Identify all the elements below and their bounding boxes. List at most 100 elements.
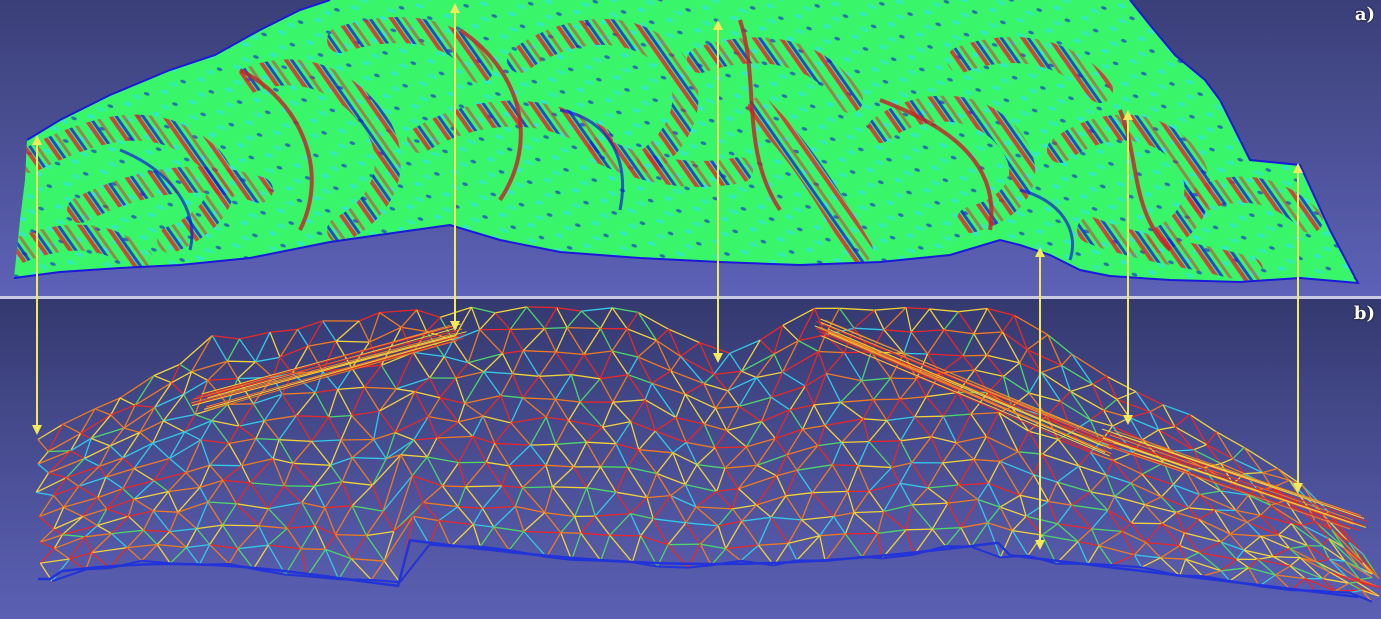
mesh-edge <box>227 339 239 361</box>
mesh-edge <box>430 521 439 545</box>
mesh-edge <box>229 426 239 443</box>
mesh-edge <box>1078 529 1092 542</box>
mesh-edge <box>1048 335 1062 366</box>
mesh-edge <box>250 483 268 509</box>
mesh-edge <box>480 330 503 354</box>
mesh-edge <box>1012 531 1028 556</box>
mesh-edge <box>1106 461 1113 476</box>
mesh-edge <box>178 512 197 528</box>
mesh-edge <box>336 321 359 341</box>
mesh-edges <box>36 307 1380 602</box>
mesh-edge <box>513 351 524 374</box>
mesh-edge <box>401 455 427 457</box>
mesh-edge <box>511 398 523 423</box>
mesh-edge <box>834 513 854 517</box>
mesh-edge <box>959 460 974 486</box>
mesh-edge <box>556 399 581 402</box>
mesh-edge <box>1027 335 1048 350</box>
mesh-edge <box>1003 315 1015 332</box>
mesh-edge <box>1150 405 1163 412</box>
mesh-edge <box>971 523 988 547</box>
mesh-edge <box>106 477 123 488</box>
mesh-edge <box>293 441 312 463</box>
mesh-edge <box>926 397 943 417</box>
mesh-edge <box>342 482 373 485</box>
mesh-edge <box>268 503 301 509</box>
mesh-edge <box>727 431 747 447</box>
mesh-edge <box>787 455 797 470</box>
mesh-edge <box>1003 332 1020 363</box>
mesh-edge <box>686 507 696 523</box>
mesh-edge <box>1014 315 1048 334</box>
mesh-edge <box>39 517 53 530</box>
mesh-edge <box>832 465 858 466</box>
mesh-edge <box>1028 535 1042 556</box>
mesh-edge <box>904 353 928 354</box>
mesh-edge <box>556 421 569 445</box>
mesh-edge <box>1113 418 1130 427</box>
mesh-edge <box>638 312 668 329</box>
mesh-edge <box>726 545 759 548</box>
mesh-edge <box>256 439 279 440</box>
mesh-edge <box>818 426 825 446</box>
mesh-edge <box>135 376 154 406</box>
mesh-edge <box>199 545 209 565</box>
mesh-edge <box>473 416 483 436</box>
mesh-edge <box>503 330 511 354</box>
mesh-edge <box>1175 415 1190 427</box>
mesh-edge <box>557 308 582 312</box>
mesh-edge <box>1049 502 1072 506</box>
mesh-edge <box>686 424 704 442</box>
mesh-edge <box>561 517 575 533</box>
mesh-edge <box>296 393 315 416</box>
mesh-edge <box>547 533 561 557</box>
mesh-edge <box>556 375 572 400</box>
mesh-edge <box>956 443 974 460</box>
mesh-edge <box>718 526 726 549</box>
mesh-edge <box>1078 542 1088 564</box>
mesh-edge <box>742 521 759 545</box>
mesh-edge <box>384 532 394 562</box>
mesh-edge <box>466 486 502 487</box>
mesh-edge <box>959 483 989 485</box>
mesh-edge <box>1000 452 1018 462</box>
mesh-edge <box>858 466 869 492</box>
mesh-edge <box>140 432 153 443</box>
mesh-edge <box>639 431 656 450</box>
mesh-edge <box>610 535 633 562</box>
mesh-edge <box>367 511 384 535</box>
mesh-edge <box>869 491 884 511</box>
mesh-edge <box>513 374 523 398</box>
mesh-edge <box>901 437 932 441</box>
mesh-edge <box>223 480 250 482</box>
mesh-edge <box>574 442 587 467</box>
mesh-edge <box>472 307 480 329</box>
mesh-edge <box>686 523 718 526</box>
mesh-edge <box>240 332 271 339</box>
mesh-edge <box>1207 445 1221 464</box>
mesh-edge <box>157 545 186 548</box>
mesh-edge <box>1161 485 1173 497</box>
mesh-edge <box>48 451 70 452</box>
mesh-edge <box>561 533 581 534</box>
mesh-edge <box>338 389 352 415</box>
mesh-edge <box>944 330 963 356</box>
mesh-edge <box>1302 525 1328 538</box>
mesh-edge <box>228 404 240 426</box>
mesh-edge <box>339 559 352 580</box>
mesh-edge <box>1012 531 1042 536</box>
mesh-edge <box>539 352 556 376</box>
mesh-edge <box>1194 445 1207 450</box>
mesh-edge <box>38 440 48 452</box>
mesh-edge <box>1041 365 1061 372</box>
mesh-edge <box>1244 536 1261 550</box>
mesh-edge <box>915 397 927 417</box>
mesh-edge <box>1041 372 1070 391</box>
mesh-edge <box>351 559 371 580</box>
mesh-edge <box>931 437 956 443</box>
mesh-edge <box>1104 399 1117 410</box>
mesh-edge <box>901 417 915 441</box>
mesh-edge <box>869 442 892 468</box>
mesh-edge <box>631 514 654 519</box>
